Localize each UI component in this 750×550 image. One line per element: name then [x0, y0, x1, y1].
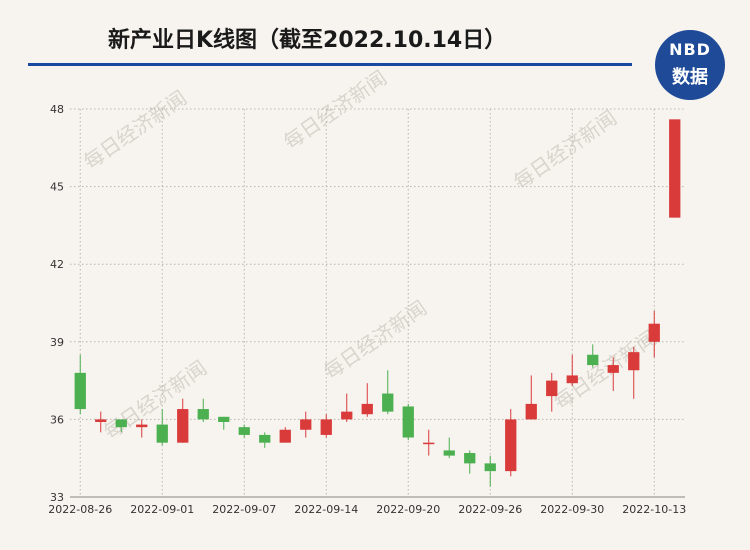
- candle-body: [300, 419, 312, 430]
- candle: [628, 346, 640, 399]
- candle: [484, 455, 496, 487]
- candle: [402, 403, 414, 441]
- y-tick-label: 45: [50, 181, 64, 194]
- candle-body: [279, 429, 291, 443]
- candle-body: [525, 403, 537, 420]
- candle: [136, 419, 148, 438]
- candle: [525, 375, 537, 420]
- y-tick-label: 33: [50, 491, 64, 504]
- watermark-text: 每日经济新闻: [509, 106, 621, 194]
- x-tick-label: 2022-09-20: [376, 503, 440, 516]
- candle-body: [156, 424, 168, 443]
- candle-body: [669, 119, 681, 218]
- candle-body: [607, 365, 619, 373]
- candle: [546, 372, 558, 412]
- x-tick-label: 2022-09-07: [212, 503, 276, 516]
- candle-body: [95, 419, 107, 422]
- candle: [95, 411, 107, 433]
- candle-body: [402, 406, 414, 438]
- candle: [341, 393, 353, 422]
- candle-body: [484, 463, 496, 472]
- candle-body: [238, 427, 250, 435]
- y-tick-label: 36: [50, 413, 64, 426]
- candle: [382, 370, 394, 415]
- logo-bottom-text: 数据: [672, 67, 708, 88]
- candle-body: [423, 442, 435, 445]
- candle-body: [259, 434, 271, 443]
- candle: [607, 357, 619, 391]
- candle: [320, 414, 332, 438]
- x-tick-label: 2022-09-01: [130, 503, 194, 516]
- candle: [648, 310, 660, 358]
- candle: [423, 429, 435, 456]
- candles: [74, 119, 681, 487]
- x-tick-label: 2022-08-26: [48, 503, 112, 516]
- candle-body: [197, 409, 209, 420]
- candle-body: [505, 419, 517, 472]
- logo-top-text: NBD: [669, 40, 711, 59]
- candle-body: [320, 419, 332, 435]
- candle: [361, 383, 373, 417]
- candle-body: [218, 416, 230, 422]
- candle: [505, 409, 517, 477]
- candle: [74, 354, 86, 415]
- candle-body: [587, 354, 599, 366]
- candle: [156, 409, 168, 446]
- chart-title: 新产业日K线图（截至2022.10.14日）: [108, 28, 507, 53]
- x-tick-label: 2022-09-30: [540, 503, 604, 516]
- candle: [197, 398, 209, 422]
- candle-body: [74, 372, 86, 410]
- candle-body: [177, 409, 189, 443]
- candle: [218, 416, 230, 430]
- watermark-text: 每日经济新闻: [99, 356, 211, 444]
- candle-body: [566, 375, 578, 384]
- watermark-text: 每日经济新闻: [279, 66, 391, 154]
- candle: [238, 424, 250, 438]
- candle-body: [136, 424, 148, 428]
- candle: [115, 419, 127, 433]
- candle: [566, 354, 578, 386]
- watermark-text: 每日经济新闻: [549, 326, 661, 414]
- title-underline: [28, 63, 632, 66]
- watermark-text: 每日经济新闻: [319, 296, 431, 384]
- candle-body: [361, 403, 373, 415]
- candle: [587, 344, 599, 368]
- candle: [279, 427, 291, 443]
- x-axis-ticks: 2022-08-26 2022-09-01 2022-09-07 2022-09-14…: [48, 503, 686, 516]
- candle-body: [648, 323, 660, 342]
- candle: [259, 432, 271, 448]
- candle: [177, 398, 189, 443]
- x-tick-label: 2022-09-26: [458, 503, 522, 516]
- y-tick-label: 48: [50, 103, 64, 116]
- candle-body: [464, 453, 476, 464]
- watermark-text: 每日经济新闻: [79, 86, 191, 174]
- y-tick-label: 42: [50, 258, 64, 271]
- candle-body: [382, 393, 394, 412]
- candle: [443, 437, 455, 459]
- candle: [669, 119, 681, 218]
- y-axis-ticks: 33 36 39 42 45 48: [50, 103, 64, 504]
- candle-body: [628, 352, 640, 371]
- candle: [464, 450, 476, 474]
- candle-body: [443, 450, 455, 456]
- x-tick-label: 2022-10-13: [622, 503, 686, 516]
- x-tick-label: 2022-09-14: [294, 503, 358, 516]
- candle-body: [546, 380, 558, 397]
- candle: [300, 411, 312, 438]
- y-tick-label: 39: [50, 336, 64, 349]
- nbd-logo: NBD 数据: [655, 30, 725, 100]
- candle-body: [115, 419, 127, 428]
- candle-body: [341, 411, 353, 420]
- grid-lines: [70, 108, 685, 498]
